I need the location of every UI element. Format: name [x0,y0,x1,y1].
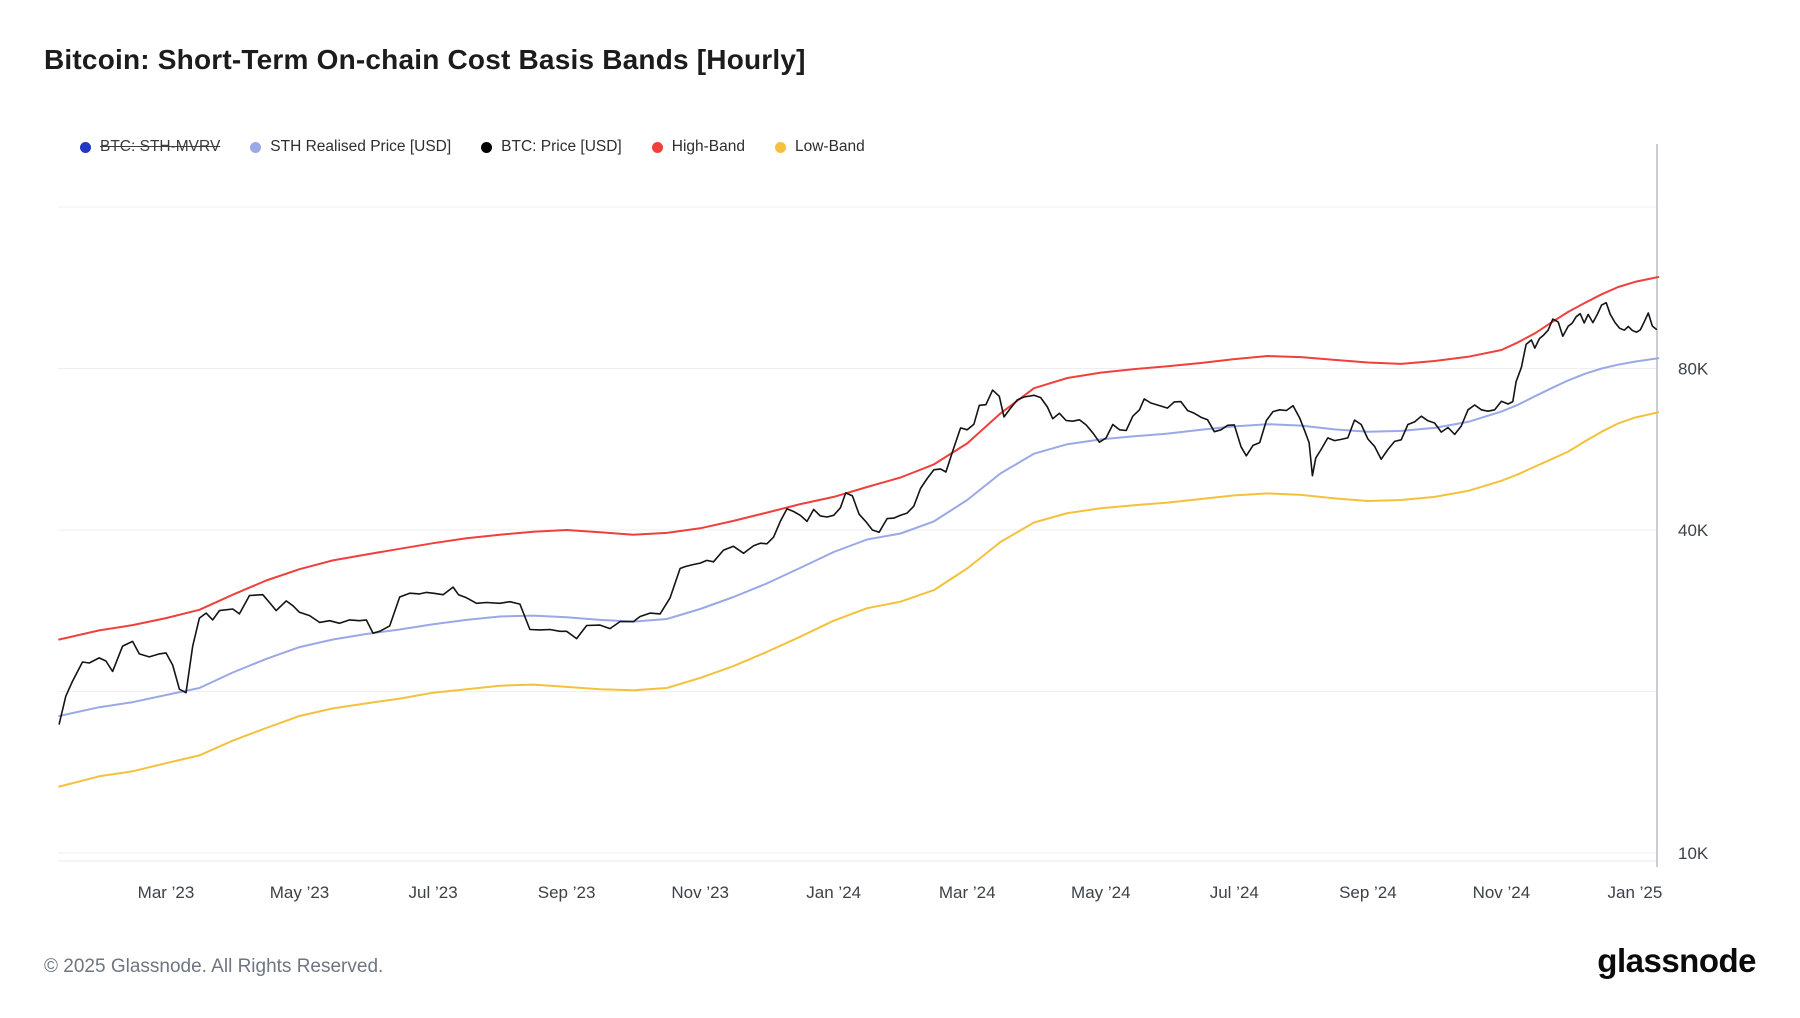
y-axis-label-40k: 40K [1678,521,1709,540]
legend-label: High-Band [671,138,745,155]
x-axis-label-jul-23: Jul ’23 [409,883,458,902]
legend-item-low-band[interactable]: Low-Band [775,138,865,156]
series-high-band-line [58,276,1660,641]
x-axis-label-nov-24: Nov ’24 [1473,883,1531,902]
series-btc-price-usd-line [58,301,1658,725]
series-sth-realised-price-usd-line [58,357,1660,717]
legend-item-btc-sth-mvrv[interactable]: BTC: STH-MVRV [80,138,220,156]
y-axis-label-10k: 10K [1678,844,1709,863]
x-axis-label-jan-24: Jan ’24 [806,883,861,902]
legend: BTC: STH-MVRV STH Realised Price [USD] BTC… [80,138,865,156]
x-axis-label-mar-24: Mar ’24 [939,883,996,902]
x-axis-label-may-24: May ’24 [1071,883,1131,902]
x-axis-label-sep-24: Sep ’24 [1339,883,1397,902]
legend-item-btc-price-usd[interactable]: BTC: Price [USD] [481,138,622,156]
legend-item-high-band[interactable]: High-Band [651,138,745,156]
x-axis-label-nov-23: Nov ’23 [671,883,729,902]
legend-label: Low-Band [795,138,865,155]
x-axis-label-sep-23: Sep ’23 [538,883,596,902]
legend-dot-low-band [775,141,786,153]
legend-label: BTC: Price [USD] [501,138,622,155]
legend-label: BTC: STH-MVRV [100,138,221,155]
y-axis-label-80k: 80K [1678,360,1709,379]
x-axis-label-mar-23: Mar ’23 [138,883,195,902]
x-axis-label-may-23: May ’23 [270,883,330,902]
glassnode-logo: glassnode [1597,942,1756,979]
legend-dot-btc-sth-mvrv [80,141,91,153]
x-axis-label-jul-24: Jul ’24 [1210,883,1259,902]
legend-item-sth-realised-price-usd[interactable]: STH Realised Price [USD] [250,138,451,156]
legend-dot-sth-realised-price-usd [250,141,262,153]
legend-dot-btc-price-usd [481,141,493,153]
chart-title: Bitcoin: Short-Term On-chain Cost Basis … [44,44,806,75]
legend-label: STH Realised Price [USD] [270,138,452,155]
series-low-band-line [58,411,1660,788]
copyright-text: © 2025 Glassnode. All Rights Reserved. [44,956,384,977]
legend-dot-high-band [651,141,663,153]
x-axis-label-jan-25: Jan ’25 [1607,883,1662,902]
